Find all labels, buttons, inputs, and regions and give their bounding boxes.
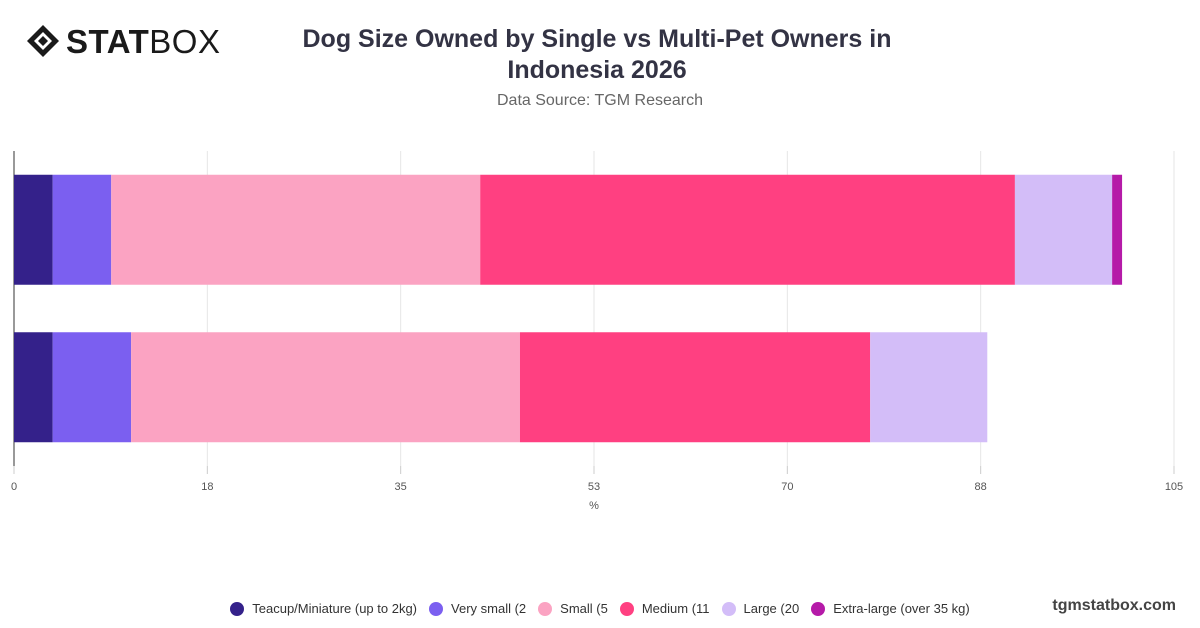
logo-wordmark-light: BOX [149,22,221,60]
x-tick-label: 18 [201,481,213,493]
chart-legend: Teacup/Miniature (up to 2kg) Very small (… [0,601,1200,616]
legend-item[interactable]: Teacup/Miniature (up to 2kg) [230,601,417,616]
x-tick-label: 105 [1165,481,1183,493]
bar-segment [52,174,112,285]
legend-swatch-icon [429,601,444,616]
statbox-logo: STATBOX [26,20,220,62]
x-axis-title: % [589,500,599,512]
legend-label: Medium (11 [641,601,710,616]
bar-segment [870,332,988,443]
bar-segment [1014,174,1113,285]
legend-item[interactable]: Medium (11 [619,601,710,616]
legend-swatch-icon [811,601,826,616]
logo-wordmark-bold: STAT [66,22,150,60]
bar-segment [14,174,53,285]
legend-label: Very small (2 [451,601,527,616]
legend-label: Small (5 [560,601,608,616]
legend-label: Large (20 [743,601,800,616]
chart-subtitle: Data Source: TGM Research [496,92,703,109]
legend-swatch-icon [619,601,634,616]
x-tick-label: 70 [781,481,793,493]
legend-label: Teacup/Miniature (up to 2kg) [252,601,418,616]
footer-brand-url: tgmstatbox.com [1052,597,1176,614]
stacked-bar-chart: 0 18 35 53 70 88 105% [11,151,1183,512]
statbox-diamond-icon [27,25,59,57]
legend-item[interactable]: Very small (2 [429,601,526,616]
logo-wordmark: STATBOX [66,25,220,58]
x-tick-label: 53 [588,481,600,493]
bar-segment [111,174,481,285]
legend-swatch-icon [230,601,245,616]
legend-item[interactable]: Large (20 [721,601,800,616]
x-tick-label: 35 [395,481,407,493]
bar-segment [1112,174,1123,285]
bar-segment [52,332,132,443]
chart-title: Dog Size Owned by Single vs Multi-Pet Ow… [302,25,892,84]
bar-segment [14,332,53,443]
legend-label: Extra-large (over 35 kg) [833,601,970,616]
bar-segment [519,332,871,443]
legend-swatch-icon [538,601,553,616]
legend-item[interactable]: Extra-large (over 35 kg) [811,601,970,616]
bar-segment [131,332,520,443]
legend-item[interactable]: Small (5 [538,601,608,616]
legend-swatch-icon [721,601,736,616]
x-tick-label: 88 [975,481,987,493]
x-tick-label: 0 [11,481,17,493]
bar-segment [480,174,1015,285]
